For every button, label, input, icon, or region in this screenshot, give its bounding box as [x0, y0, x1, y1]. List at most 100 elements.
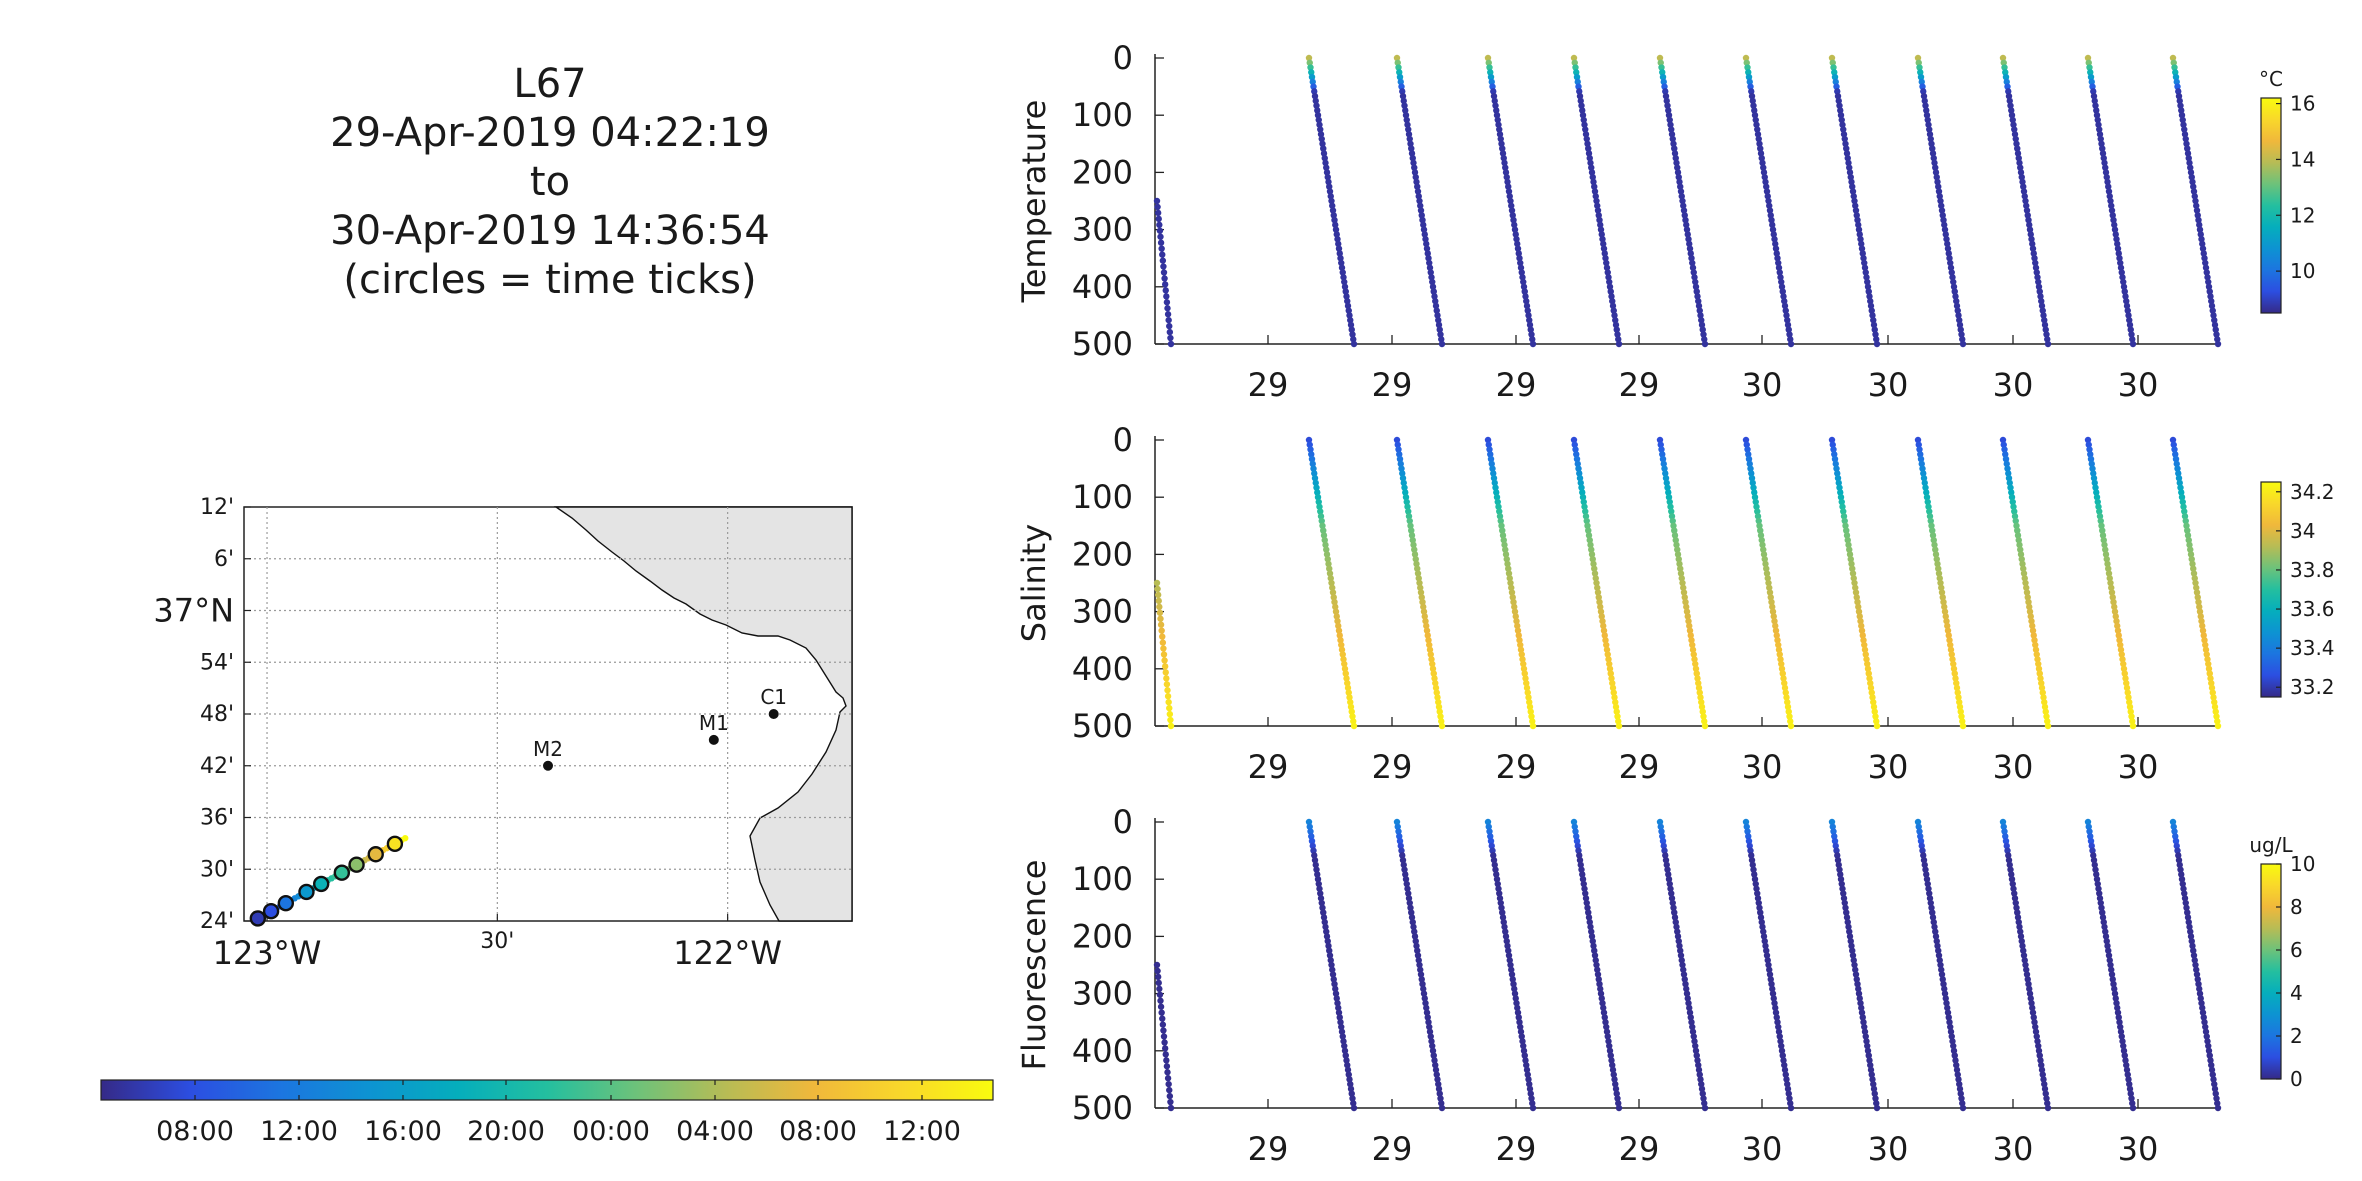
data-point: [1917, 455, 1925, 463]
data-point: [2093, 871, 2100, 878]
data-point: [1666, 498, 1673, 506]
data-point: [1663, 861, 1670, 869]
data-point: [1932, 164, 1939, 171]
data-point: [1400, 97, 1407, 105]
data-point: [1416, 579, 1423, 587]
data-point: [1490, 856, 1498, 864]
data-point: [1662, 88, 1669, 95]
fluorescence-colorbar-label: 2: [2290, 1024, 2303, 1048]
data-point: [1166, 710, 1174, 718]
data-point: [1490, 474, 1498, 482]
data-point: [2209, 307, 2216, 314]
data-point: [1948, 651, 1955, 658]
data-point: [1768, 598, 1775, 606]
data-point: [2034, 656, 2041, 663]
data-point: [2173, 460, 2180, 468]
data-point: [2098, 904, 2105, 911]
data-point: [1502, 169, 1510, 176]
data-point: [1864, 1047, 1872, 1055]
data-point: [1396, 837, 1404, 845]
data-point: [2020, 570, 2028, 577]
data-point: [1591, 183, 1598, 190]
data-point: [1929, 532, 1937, 539]
data-point: [1424, 250, 1431, 257]
data-point: [1342, 670, 1349, 677]
data-point: [1349, 1095, 1356, 1102]
data-point: [2088, 460, 2095, 468]
data-point: [1745, 73, 1753, 81]
data-point: [1935, 565, 1942, 572]
data-point: [1841, 899, 1848, 907]
data-point: [1156, 985, 1163, 993]
data-point: [1405, 131, 1413, 138]
data-point: [2193, 207, 2201, 214]
data-point: [1932, 551, 1940, 558]
data-point: [2209, 1071, 2216, 1078]
data-point: [2044, 1104, 2052, 1112]
data-point: [1921, 861, 1928, 869]
data-point: [1851, 961, 1858, 969]
data-point: [2098, 522, 2105, 529]
data-point: [2086, 64, 2093, 71]
data-point: [1158, 245, 1165, 252]
data-point: [1523, 684, 1531, 692]
data-point: [1407, 522, 1414, 529]
data-point: [2114, 627, 2122, 634]
data-point: [2020, 947, 2027, 954]
temperature-y-tick-label: 200: [1072, 153, 1133, 191]
data-point: [1498, 140, 1505, 147]
data-point: [1606, 665, 1614, 672]
data-point: [1855, 990, 1863, 997]
data-point: [2017, 928, 2024, 935]
data-point: [2172, 69, 2179, 76]
data-point: [1520, 660, 1527, 668]
data-point: [1671, 914, 1679, 921]
data-point: [1526, 321, 1534, 329]
data-point: [1952, 293, 1959, 300]
data-point: [2037, 675, 2044, 682]
data-point: [2035, 283, 2043, 290]
data-point: [1870, 321, 1878, 329]
data-point: [1929, 914, 1937, 921]
data-point: [1766, 966, 1773, 973]
data-point: [1416, 961, 1423, 969]
data-point: [1163, 299, 1171, 306]
data-point: [1667, 885, 1674, 892]
data-point: [1576, 470, 1583, 477]
data-point: [1347, 1085, 1355, 1093]
data-point: [1513, 235, 1520, 243]
data-point: [1774, 1019, 1781, 1026]
data-point: [1959, 1104, 1967, 1112]
data-point: [1656, 818, 1664, 826]
data-point: [2213, 713, 2220, 720]
data-point: [1933, 173, 1940, 181]
data-point: [1419, 980, 1426, 988]
data-point: [1499, 909, 1506, 916]
data-point: [1308, 837, 1316, 845]
data-point: [2026, 608, 2034, 615]
data-point: [1926, 513, 1934, 520]
salinity-colorbar-label: 34: [2290, 519, 2315, 543]
data-point: [1698, 698, 1705, 706]
data-point: [1831, 451, 1838, 458]
data-point: [2195, 598, 2202, 606]
data-point: [1485, 823, 1492, 830]
data-point: [1935, 183, 1942, 190]
data-point: [1329, 971, 1337, 978]
data-point: [1668, 508, 1675, 515]
data-point: [2105, 570, 2113, 577]
data-point: [1495, 503, 1502, 510]
data-point: [1504, 178, 1511, 186]
data-point: [1870, 703, 1878, 711]
data-point: [2024, 976, 2031, 983]
data-point: [1848, 942, 1855, 950]
data-point: [1944, 240, 1951, 248]
data-point: [1426, 259, 1433, 267]
data-point: [1330, 594, 1337, 601]
data-point: [1761, 937, 1768, 945]
data-point: [1487, 833, 1494, 840]
data-point: [1399, 88, 1406, 95]
data-point: [1586, 154, 1593, 162]
data-point: [1696, 689, 1703, 696]
data-point: [1937, 579, 1944, 587]
